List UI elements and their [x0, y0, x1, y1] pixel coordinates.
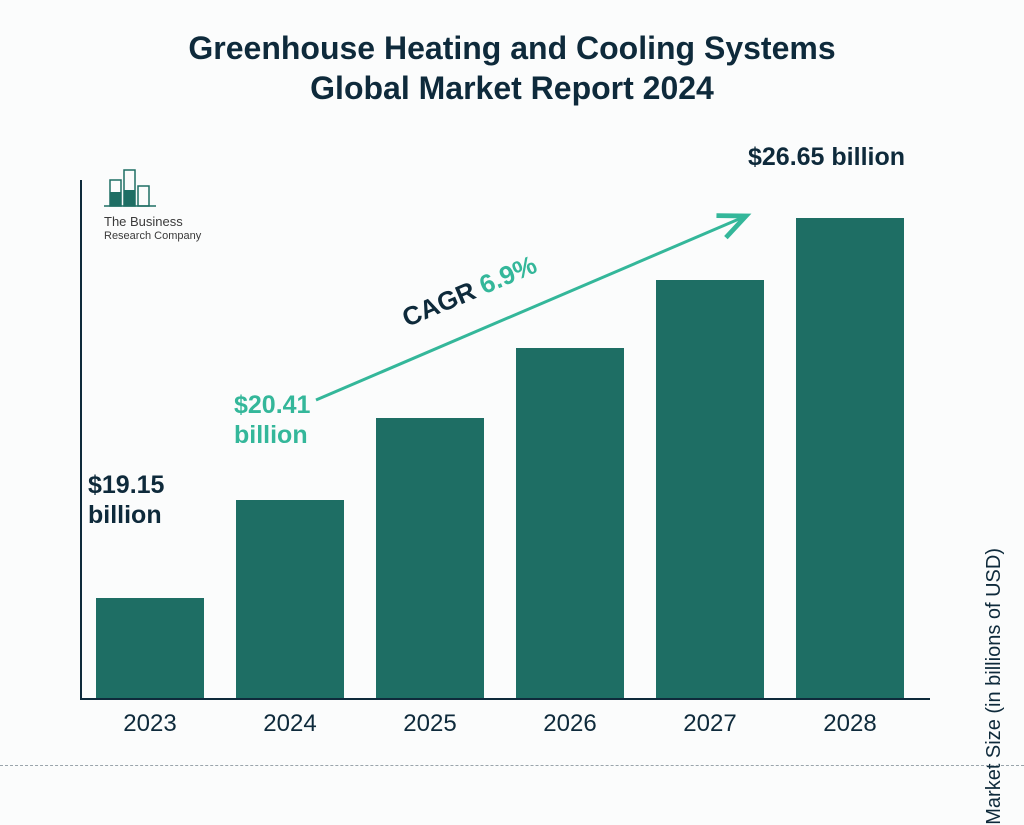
bar — [96, 598, 204, 698]
value-label: $26.65 billion — [748, 142, 905, 172]
value-label: $19.15billion — [88, 470, 164, 530]
bars-container — [80, 178, 930, 698]
title-line-2: Global Market Report 2024 — [310, 70, 714, 106]
bar — [516, 348, 624, 698]
value-label: $20.41billion — [234, 390, 310, 450]
title-line-1: Greenhouse Heating and Cooling Systems — [188, 30, 835, 66]
y-axis-label: Market Size (in billions of USD) — [983, 548, 1006, 825]
x-tick-label: 2023 — [96, 710, 204, 738]
bottom-dashed-border — [0, 765, 1024, 766]
x-tick-label: 2025 — [376, 710, 484, 738]
bar — [796, 218, 904, 698]
x-tick-label: 2024 — [236, 710, 344, 738]
x-tick-label: 2026 — [516, 710, 624, 738]
x-axis-line — [80, 698, 930, 700]
bar — [376, 418, 484, 698]
x-tick-label: 2027 — [656, 710, 764, 738]
x-tick-label: 2028 — [796, 710, 904, 738]
chart-plot-area — [80, 180, 930, 700]
x-axis-labels: 2023 2024 2025 2026 2027 2028 — [80, 710, 930, 740]
chart-title: Greenhouse Heating and Cooling Systems G… — [0, 28, 1024, 108]
bar — [236, 500, 344, 698]
bar — [656, 280, 764, 698]
